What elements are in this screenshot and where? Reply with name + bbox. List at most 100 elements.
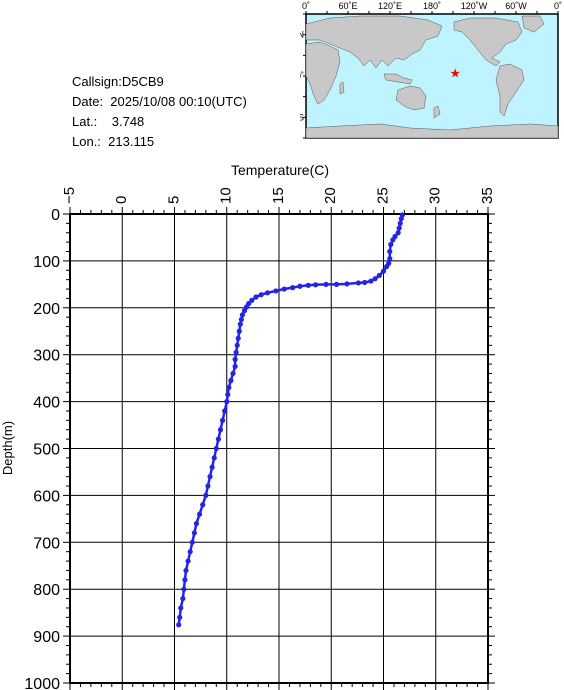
y-tick-labels: 0 100 200 300 400 500 600 700 800 900 1000 <box>24 207 60 690</box>
data-point <box>258 292 264 298</box>
x-tick-label: 30 <box>427 187 444 204</box>
land-australia <box>395 85 427 111</box>
land-eurasia <box>305 15 443 69</box>
data-point <box>238 316 244 323</box>
y-tick-label: 400 <box>33 395 60 412</box>
data-point <box>396 225 402 231</box>
map-lon-label: 60˚E <box>338 1 357 11</box>
data-point <box>180 595 186 602</box>
data-point <box>232 363 238 370</box>
map-lon-label: 120˚E <box>378 1 402 11</box>
data-point <box>264 290 271 296</box>
data-point <box>333 281 340 287</box>
map-lat-label: 60˚S <box>300 112 304 122</box>
map-lat-label: 60˚N <box>300 30 304 40</box>
data-point <box>217 427 224 433</box>
map-lon-label: 180˚ <box>423 1 441 11</box>
data-point <box>187 549 193 555</box>
land-north-america <box>453 17 523 67</box>
profile-line <box>177 214 404 625</box>
map-lon-label: 0˚ <box>302 1 310 11</box>
data-point <box>384 263 390 270</box>
data-point <box>233 349 239 355</box>
land-antarctica <box>305 123 559 139</box>
data-point <box>211 455 217 461</box>
data-point <box>281 286 287 292</box>
data-point <box>249 297 255 303</box>
y-tick-label: 700 <box>33 535 60 552</box>
data-point <box>368 278 374 284</box>
map-lat-label: 0˚ <box>300 71 304 81</box>
x-tick-label: 25 <box>374 187 391 204</box>
data-point <box>213 445 219 452</box>
data-point <box>372 276 378 282</box>
data-point <box>205 483 211 489</box>
data-point <box>182 577 188 583</box>
data-point <box>215 436 221 442</box>
station-info: Callsign:D5CB9 Date: 2025/10/08 00:10(UT… <box>72 72 247 152</box>
minor-ticks <box>63 207 495 690</box>
y-tick-label: 0 <box>51 207 60 224</box>
grid-lines <box>69 213 489 684</box>
data-point <box>344 281 350 287</box>
data-point <box>246 300 252 307</box>
data-point <box>230 370 236 377</box>
data-point <box>236 328 242 334</box>
data-point <box>388 241 394 248</box>
data-point <box>237 321 243 327</box>
y-tick-label: 200 <box>33 301 60 318</box>
data-point <box>176 622 182 628</box>
y-tick-label: 300 <box>33 348 60 365</box>
data-point <box>200 502 206 508</box>
x-tick-label: 20 <box>322 187 339 204</box>
land-south-america <box>495 63 525 117</box>
latitude-text: Lat.: 3.748 <box>72 114 145 129</box>
map-lon-label: 60˚W <box>505 1 527 11</box>
data-point <box>398 216 404 222</box>
x-tick-label: 5 <box>165 196 182 204</box>
data-point <box>234 342 240 348</box>
data-point <box>226 384 232 391</box>
data-point <box>305 282 311 288</box>
data-point <box>312 282 319 288</box>
data-point <box>355 280 362 286</box>
y-tick-label: 900 <box>33 629 60 646</box>
callsign-text: Callsign:D5CB9 <box>72 74 164 89</box>
plot-frame <box>69 213 489 684</box>
data-point <box>376 272 382 279</box>
y-tick-label: 100 <box>33 254 60 271</box>
data-point <box>387 248 393 255</box>
y-tick-label: 500 <box>33 442 60 459</box>
data-point <box>253 294 259 300</box>
data-point <box>219 417 226 423</box>
map-top-labels: 0˚ 60˚E 120˚E 180˚ 120˚W 60˚W 0˚ <box>302 1 562 11</box>
data-point <box>225 391 231 398</box>
data-point <box>386 260 392 266</box>
data-point <box>241 308 248 314</box>
x-axis-title: Temperature(C) <box>231 162 329 178</box>
data-point <box>191 530 197 536</box>
data-point <box>392 233 398 240</box>
x-tick-label: 0 <box>113 196 130 204</box>
y-axis-title: Depth(m) <box>0 421 15 475</box>
land-africa <box>305 41 341 105</box>
land-new-zealand <box>433 105 441 119</box>
data-point <box>395 230 401 236</box>
data-point <box>297 283 303 289</box>
x-tick-label: 35 <box>479 187 496 204</box>
x-tick-label: 10 <box>218 187 235 204</box>
location-marker <box>450 68 460 78</box>
data-point <box>380 268 387 274</box>
map-lon-label: 0˚ <box>554 1 562 11</box>
data-point <box>183 567 189 574</box>
data-point <box>390 237 396 243</box>
data-point <box>224 399 230 405</box>
data-point <box>239 312 246 318</box>
data-point <box>178 605 184 611</box>
data-point <box>207 474 213 480</box>
data-point <box>273 288 279 294</box>
x-tick-labels: −5 0 5 10 15 20 25 30 35 <box>61 187 496 204</box>
data-point <box>235 335 241 341</box>
x-tick-label: 15 <box>270 187 287 204</box>
data-point <box>203 492 209 498</box>
